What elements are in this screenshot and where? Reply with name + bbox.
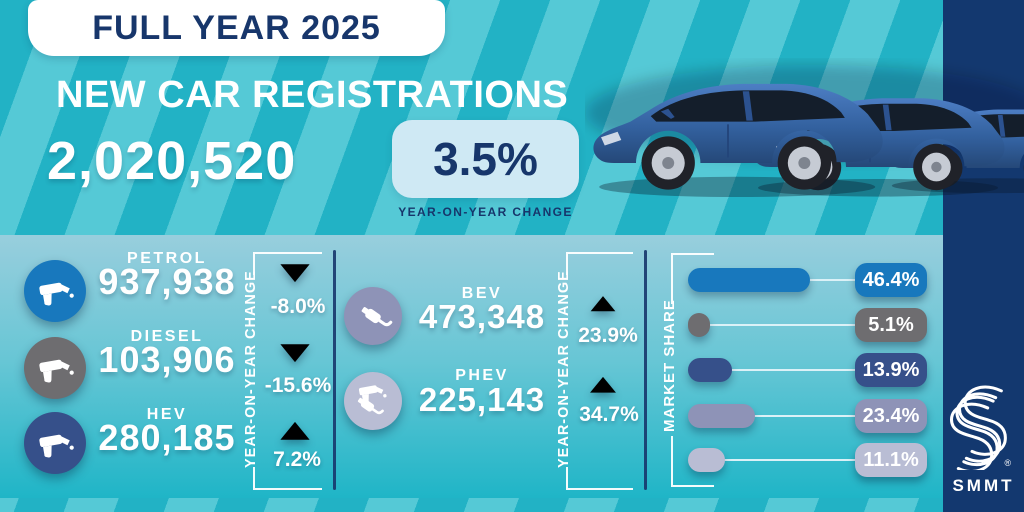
market-share-bar-petrol — [688, 268, 810, 292]
diesel-down-arrow-icon — [280, 344, 310, 363]
diesel-value: 103,906 — [98, 339, 236, 380]
diesel-change: -15.6% — [264, 374, 332, 397]
page-title: NEW CAR REGISTRATIONS — [56, 74, 569, 116]
market-share-value: 13.9% — [862, 358, 920, 381]
hev-label: HEV — [146, 406, 188, 423]
market-share-badge-hev: 13.9% — [855, 353, 927, 387]
market-share-value: 46.4% — [862, 268, 920, 291]
market-share-badge-bev: 23.4% — [855, 399, 927, 433]
section-divider — [644, 250, 647, 490]
bev-up-arrow-icon — [590, 296, 616, 312]
market-share-connector — [726, 369, 860, 371]
hev-value: 280,185 — [98, 417, 236, 458]
bev-plug-icon — [344, 287, 402, 345]
total-registrations-value: 2,020,520 — [47, 131, 297, 191]
market-share-bar-phev — [688, 448, 725, 472]
phev-plug-icon — [344, 372, 402, 430]
bev-change: 23.9% — [578, 324, 638, 347]
hev-up-arrow-icon — [280, 421, 310, 440]
petrol-pump-icon — [24, 260, 86, 322]
market-share-bar-diesel — [688, 313, 710, 337]
market-share-badge-petrol: 46.4% — [855, 263, 927, 297]
market-share-connector — [719, 459, 860, 461]
petrol-change: -8.0% — [270, 295, 326, 318]
market-share-connector — [749, 415, 860, 417]
phev-value: 225,143 — [418, 381, 546, 418]
market-share-badge-diesel: 5.1% — [855, 308, 927, 342]
petrol-value: 937,938 — [98, 261, 236, 302]
yoy-bracket-fuels — [253, 252, 322, 490]
phev-change: 34.7% — [579, 403, 639, 426]
cars-illustration-image — [585, 65, 1024, 198]
market-share-badge-phev: 11.1% — [855, 443, 927, 477]
market-share-value: 11.1% — [863, 448, 919, 471]
petrol-label: PETROL — [127, 250, 207, 267]
registered-mark: ® — [1004, 458, 1011, 468]
market-share-axis-label: MARKET SHARE — [661, 299, 678, 432]
market-share-value: 5.1% — [868, 313, 914, 336]
bev-label: BEV — [461, 285, 503, 302]
market-share-bracket — [671, 253, 714, 487]
hev-pump-icon — [24, 412, 86, 474]
section-divider — [333, 250, 336, 490]
yoy-change-pill: 3.5% — [392, 120, 579, 198]
yoy-change-caption: YEAR-ON-YEAR CHANGE — [398, 205, 573, 219]
bev-value: 473,348 — [418, 298, 546, 335]
market-share-value: 23.4% — [862, 404, 920, 427]
market-share-bar-hev — [688, 358, 732, 382]
smmt-wordmark: SMMT — [952, 476, 1015, 495]
header-badge-text: FULL YEAR 2025 — [92, 8, 381, 47]
yoy-change-value: 3.5% — [433, 133, 538, 185]
market-share-connector — [804, 279, 860, 281]
petrol-down-arrow-icon — [280, 264, 310, 283]
phev-up-arrow-icon — [590, 376, 616, 393]
yoy-bracket-evs — [566, 252, 633, 490]
diesel-pump-icon — [24, 337, 86, 399]
phev-label: PHEV — [455, 367, 509, 384]
market-share-connector — [704, 324, 860, 326]
yoy-axis-label-evs: YEAR-ON-YEAR CHANGE — [556, 270, 572, 468]
hev-change: 7.2% — [273, 448, 321, 471]
diesel-label: DIESEL — [130, 328, 204, 345]
smmt-logo-icon: ® — [950, 385, 1011, 470]
header-badge: FULL YEAR 2025 — [28, 0, 445, 56]
market-share-bar-bev — [688, 404, 755, 428]
